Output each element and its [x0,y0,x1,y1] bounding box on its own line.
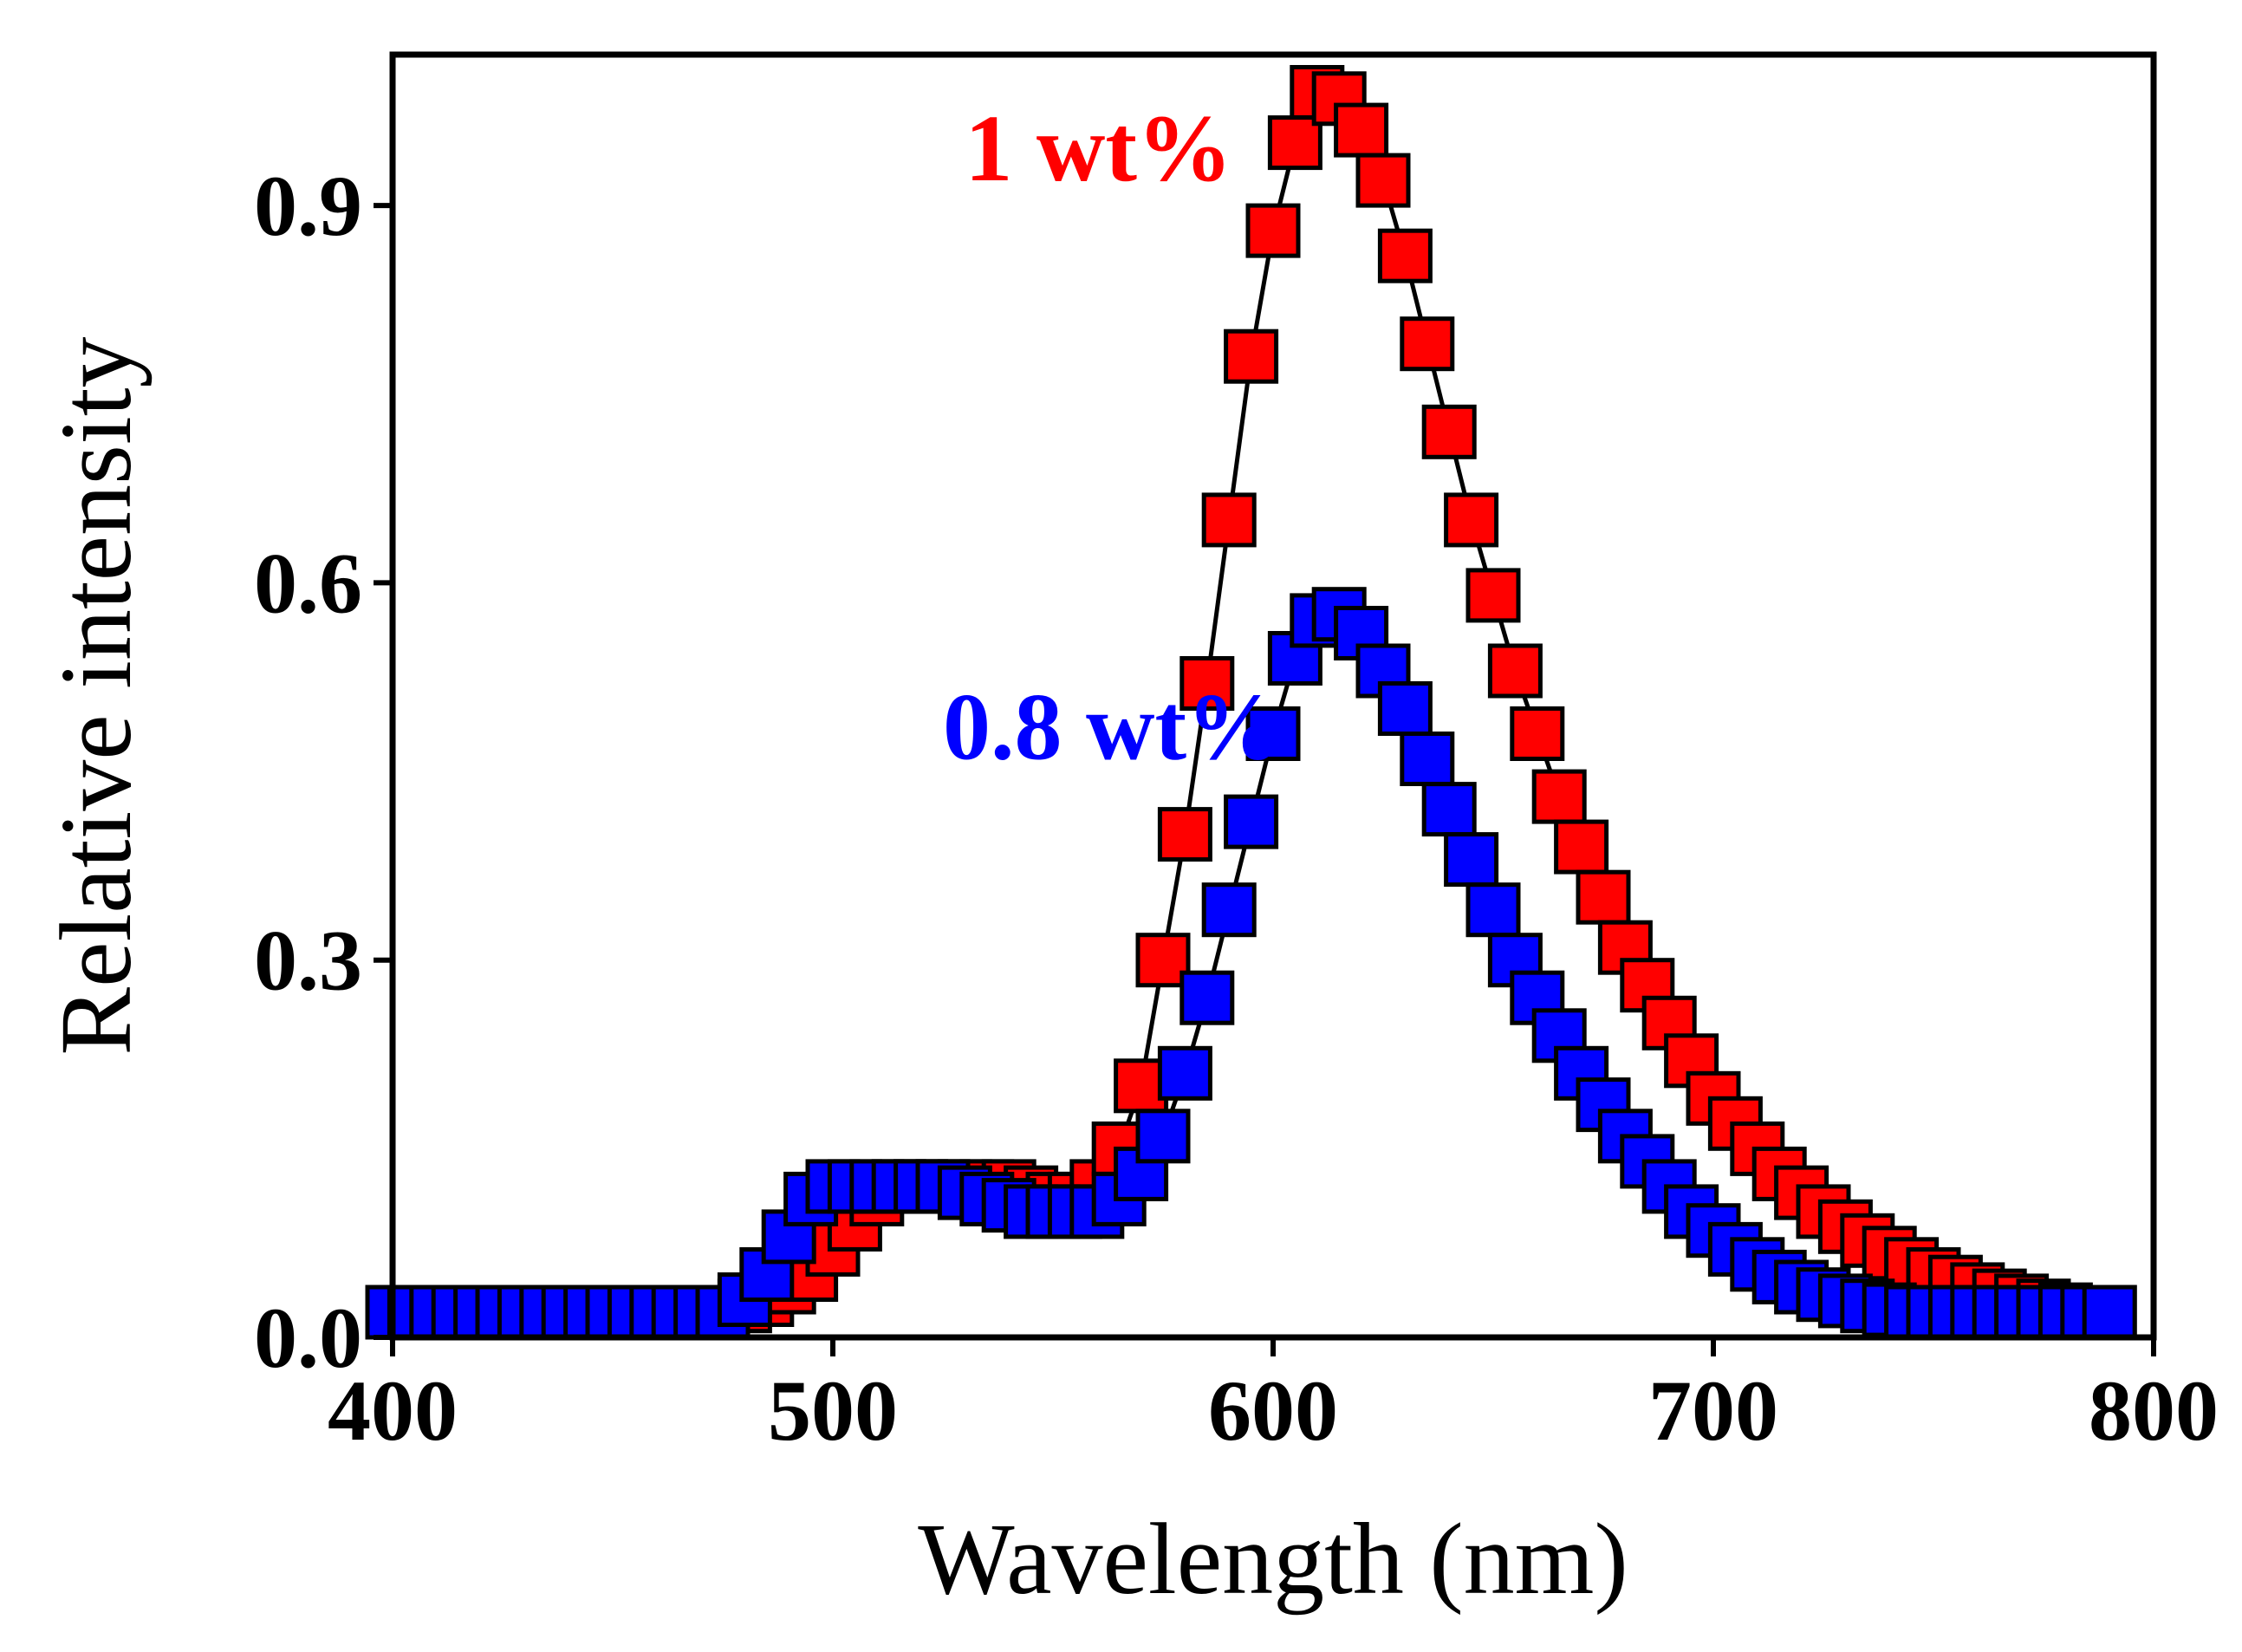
y-tick-label: 0.9 [254,158,362,254]
series-1-point [1421,782,1477,837]
series-0-point [1224,328,1279,384]
x-tick-label: 500 [768,1363,898,1459]
series-1-point [1157,1045,1212,1101]
y-axis-title: Relative intensity [39,336,153,1055]
series-0-point [1334,102,1389,158]
series-1-point [1135,1109,1191,1164]
series-0-point [1201,492,1257,548]
x-tick-label: 400 [328,1363,458,1459]
series-1-point [1465,882,1521,938]
annotations: 1 wt% 0.8 wt% [943,95,1282,779]
annotation-0: 1 wt% [965,95,1232,201]
series-0-point [1355,153,1411,208]
series-0-point [1421,404,1477,459]
series-1-point [1224,794,1279,849]
series-0-point [1510,706,1565,761]
series-0-point [1245,203,1301,258]
axis-ticks [374,203,2156,1356]
x-tick-label: 600 [1208,1363,1338,1459]
y-tick-label: 0.0 [254,1290,362,1386]
series-1-point [1179,970,1235,1025]
series-1-point [1377,681,1433,736]
series-0-point [1465,568,1521,623]
y-tick-label: 0.3 [254,913,362,1009]
series-0-point [1400,316,1455,372]
plot-marks [365,65,2137,1340]
y-tick-label: 0.6 [254,535,362,631]
series-1-point [1201,882,1257,938]
series-0-point [1531,769,1587,824]
series-0-point [1554,819,1609,875]
x-tick-label: 700 [1648,1363,1778,1459]
x-tick-labels: 400 500 600 700 800 [328,1363,2219,1459]
annotation-1: 0.8 wt% [943,674,1282,780]
x-tick-label: 800 [2089,1363,2219,1459]
series-1-point [2082,1285,2137,1340]
x-axis-title: Wavelength (nm) [918,1502,1628,1616]
series-1-point [1444,832,1499,888]
series-0-point [1444,492,1499,548]
series-0-point [1179,656,1235,711]
series-0-point [1377,228,1433,283]
series-0-point [1487,643,1543,699]
y-tick-labels: 0.0 0.3 0.6 0.9 [254,158,362,1386]
series-0-point [1576,869,1631,925]
series-1-point [1400,732,1455,786]
series-0-point [1157,807,1212,862]
series-1-point [1245,706,1301,761]
series-1 [365,587,2137,1340]
